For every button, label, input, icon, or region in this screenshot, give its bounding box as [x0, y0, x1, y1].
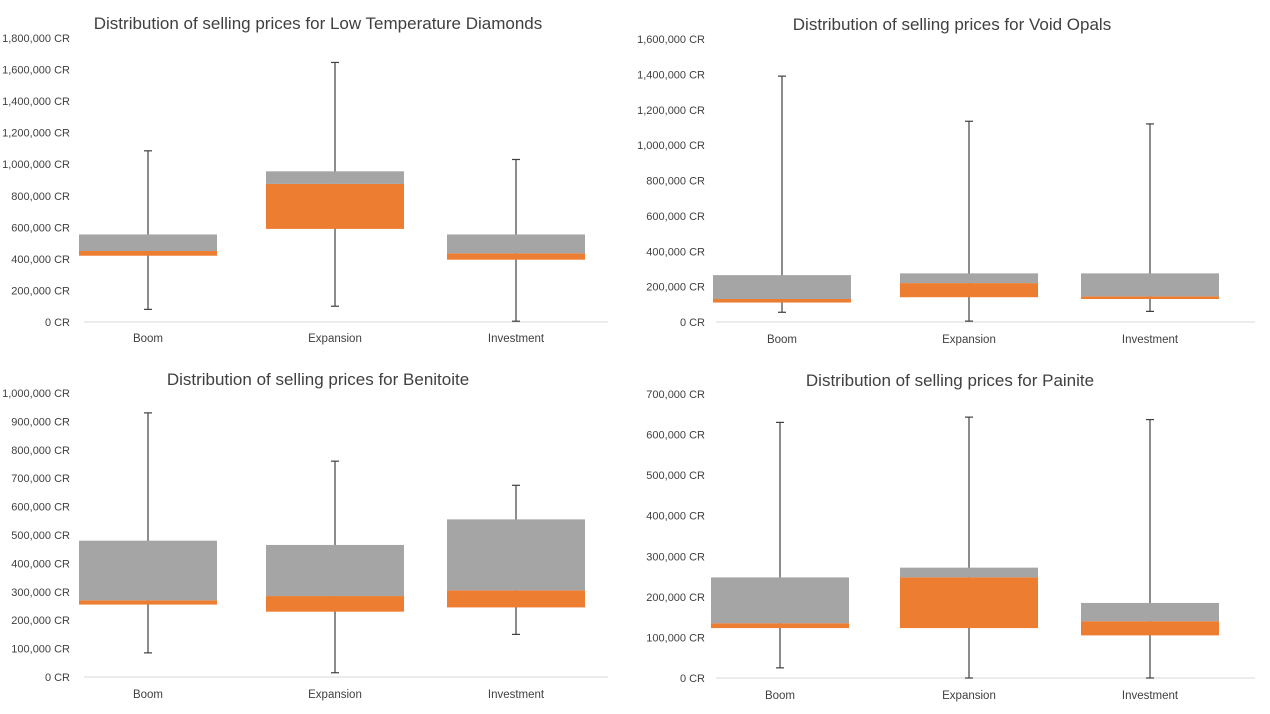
x-category-label: Boom: [767, 334, 797, 346]
y-tick-label: 1,600,000 CR: [637, 34, 705, 46]
x-category-label: Boom: [765, 690, 795, 702]
box-group-investment: [447, 158, 585, 322]
chart-panel-painite: Distribution of selling prices for Paini…: [630, 357, 1270, 714]
chart-svg: Distribution of selling prices for Paini…: [646, 371, 1255, 702]
box-lower-quartile: [447, 590, 585, 608]
y-tick-label: 200,000 CR: [11, 615, 70, 627]
y-tick-label: 600,000 CR: [11, 502, 70, 514]
x-category-label: Investment: [488, 333, 545, 345]
box-group-boom: [713, 75, 851, 313]
y-tick-label: 1,000,000 CR: [637, 140, 705, 152]
box-lower-quartile: [266, 183, 404, 229]
y-tick-label: 100,000 CR: [646, 632, 705, 644]
y-tick-label: 100,000 CR: [11, 644, 70, 656]
y-tick-label: 0 CR: [680, 673, 705, 685]
x-category-label: Boom: [133, 333, 163, 345]
y-tick-label: 700,000 CR: [646, 389, 705, 401]
chart-panel-void-opals: Distribution of selling prices for Void …: [630, 0, 1270, 357]
box-group-investment: [447, 484, 585, 635]
box-lower-quartile: [447, 253, 585, 260]
y-tick-label: 0 CR: [45, 672, 70, 684]
y-tick-label: 1,000,000 CR: [2, 159, 70, 171]
y-tick-label: 1,400,000 CR: [637, 69, 705, 81]
box-upper-quartile: [79, 234, 217, 251]
box-lower-quartile: [79, 600, 217, 605]
y-tick-label: 400,000 CR: [646, 511, 705, 523]
box-lower-quartile: [266, 596, 404, 612]
box-group-expansion: [900, 120, 1038, 322]
box-upper-quartile: [713, 275, 851, 300]
y-tick-label: 1,800,000 CR: [2, 33, 70, 45]
box-upper-quartile: [1081, 602, 1219, 622]
y-tick-label: 1,000,000 CR: [2, 388, 70, 400]
x-category-label: Expansion: [308, 689, 362, 701]
y-tick-label: 600,000 CR: [646, 430, 705, 442]
y-tick-label: 500,000 CR: [646, 470, 705, 482]
box-upper-quartile: [711, 577, 849, 624]
y-tick-label: 1,400,000 CR: [2, 96, 70, 108]
box-group-expansion: [900, 416, 1038, 679]
x-category-label: Investment: [1122, 690, 1179, 702]
chart-title: Distribution of selling prices for Void …: [793, 15, 1111, 34]
box-lower-quartile: [713, 299, 851, 303]
box-upper-quartile: [900, 273, 1038, 284]
y-tick-label: 0 CR: [45, 317, 70, 329]
y-tick-label: 600,000 CR: [646, 211, 705, 223]
y-tick-label: 1,200,000 CR: [637, 105, 705, 117]
y-tick-label: 400,000 CR: [11, 558, 70, 570]
y-tick-label: 1,200,000 CR: [2, 128, 70, 140]
y-tick-label: 0 CR: [680, 317, 705, 329]
box-group-investment: [1081, 123, 1219, 312]
chart-title: Distribution of selling prices for Low T…: [94, 14, 543, 33]
box-upper-quartile: [900, 567, 1038, 578]
box-upper-quartile: [447, 234, 585, 254]
chart-panel-diamonds: Distribution of selling prices for Low T…: [0, 0, 620, 357]
chart-svg: Distribution of selling prices for Low T…: [2, 14, 608, 345]
box-upper-quartile: [79, 540, 217, 601]
y-tick-label: 1,600,000 CR: [2, 65, 70, 77]
box-lower-quartile: [1081, 621, 1219, 636]
box-upper-quartile: [447, 519, 585, 591]
box-group-investment: [1081, 418, 1219, 679]
chart-title: Distribution of selling prices for Paini…: [806, 371, 1094, 390]
box-group-boom: [79, 150, 217, 310]
box-group-boom: [79, 412, 217, 654]
y-tick-label: 200,000 CR: [11, 285, 70, 297]
y-tick-label: 500,000 CR: [11, 530, 70, 542]
y-tick-label: 800,000 CR: [11, 445, 70, 457]
y-tick-label: 900,000 CR: [11, 416, 70, 428]
x-category-label: Expansion: [942, 334, 996, 346]
box-lower-quartile: [900, 283, 1038, 298]
box-group-expansion: [266, 460, 404, 674]
box-group-boom: [711, 421, 849, 669]
y-tick-label: 300,000 CR: [11, 587, 70, 599]
y-tick-label: 400,000 CR: [11, 254, 70, 266]
x-category-label: Investment: [1122, 334, 1179, 346]
y-tick-label: 600,000 CR: [11, 222, 70, 234]
chart-svg: Distribution of selling prices for Benit…: [2, 370, 608, 701]
x-category-label: Expansion: [308, 333, 362, 345]
y-tick-label: 200,000 CR: [646, 592, 705, 604]
chart-svg: Distribution of selling prices for Void …: [637, 15, 1255, 346]
y-tick-label: 800,000 CR: [11, 191, 70, 203]
x-category-label: Boom: [133, 689, 163, 701]
box-upper-quartile: [1081, 273, 1219, 297]
y-tick-label: 400,000 CR: [646, 246, 705, 258]
box-lower-quartile: [1081, 296, 1219, 300]
x-category-label: Investment: [488, 689, 545, 701]
y-tick-label: 800,000 CR: [646, 176, 705, 188]
y-tick-label: 300,000 CR: [646, 551, 705, 563]
chart-panel-benitoite: Distribution of selling prices for Benit…: [0, 357, 620, 714]
box-group-expansion: [266, 61, 404, 307]
box-lower-quartile: [711, 623, 849, 629]
y-tick-label: 200,000 CR: [646, 282, 705, 294]
x-category-label: Expansion: [942, 690, 996, 702]
box-lower-quartile: [79, 251, 217, 256]
box-upper-quartile: [266, 544, 404, 597]
y-tick-label: 700,000 CR: [11, 473, 70, 485]
box-upper-quartile: [266, 171, 404, 184]
chart-title: Distribution of selling prices for Benit…: [167, 370, 469, 389]
box-lower-quartile: [900, 577, 1038, 629]
